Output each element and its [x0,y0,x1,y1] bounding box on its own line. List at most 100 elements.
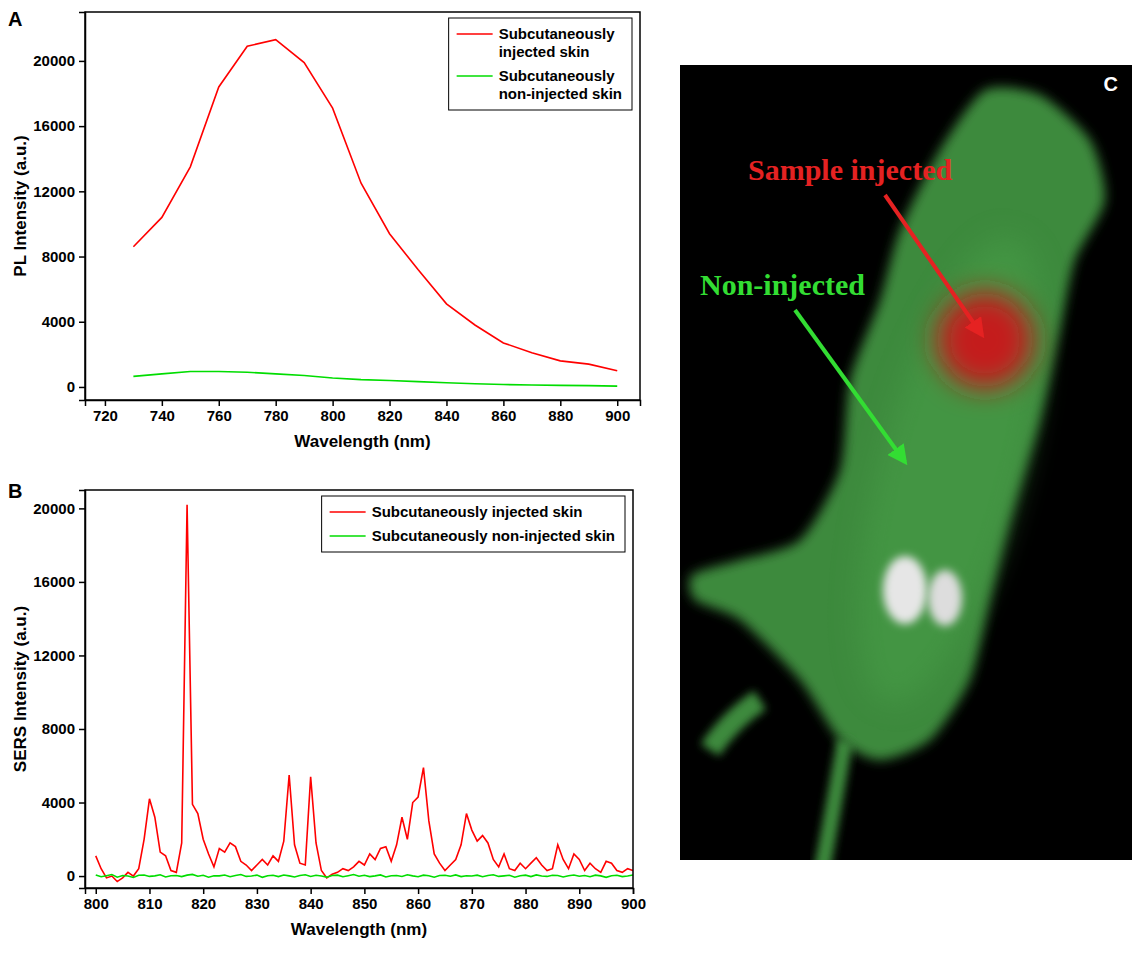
x-axis-line [86,889,634,895]
x-tick-label: 830 [245,895,270,912]
y-tick-mark [79,729,85,731]
figure: 7207407607808008208408608809000400080001… [0,0,1136,953]
x-tick-label: 720 [93,407,118,424]
mouse-body [689,87,1105,760]
x-tick: 850 [352,888,377,912]
x-tick: 810 [137,888,162,912]
panel-letter: C [1104,73,1118,95]
y-tick: 8000 [42,248,85,265]
x-tick-mark [275,400,277,406]
x-tick: 760 [207,400,232,424]
x-axis-title: Wavelength (nm) [291,920,427,939]
x-tick-mark [149,888,151,894]
x-tick-label: 800 [84,895,109,912]
panel-letter: B [8,480,22,502]
y-tick: 20000 [33,52,85,69]
legend-swatch [457,33,493,35]
y-tick-label: 0 [67,378,75,395]
y-tick-label: 16000 [33,573,75,590]
plot-frame [85,490,633,888]
y-tick-label: 16000 [33,117,75,134]
y-axis-line [79,13,86,401]
panel-0: 7207407607808008208408608809000400080001… [8,8,641,451]
y-tick-mark [79,802,85,804]
y-tick: 20000 [33,500,85,517]
image-panel: Sample injected Non-injected C [680,65,1132,870]
x-tick-label: 840 [299,895,324,912]
x-tick-mark [219,400,221,406]
y-axis: 040008000120001600020000 [33,491,85,889]
y-tick-label: 8000 [42,248,75,265]
bright-spot [883,556,927,624]
y-tick-mark [79,508,85,510]
x-tick: 840 [299,888,324,912]
y-tick: 16000 [33,117,85,134]
y-tick-mark [79,655,85,657]
x-tick: 900 [621,888,646,912]
y-tick: 12000 [33,183,85,200]
y-tick-mark [79,876,85,878]
y-tick-mark [79,256,85,258]
series-line [133,371,617,386]
injection-glow [937,292,1033,388]
annotation-label: Non-injected [700,268,865,301]
x-tick: 890 [567,888,592,912]
x-tick-mark [446,400,448,406]
x-tick-label: 890 [567,895,592,912]
y-axis-title: PL Intensity (a.u.) [11,135,30,276]
x-tick-mark [364,888,366,894]
plot-area [96,505,633,882]
x-tick-label: 780 [264,407,289,424]
x-tick-label: 760 [207,407,232,424]
x-tick-mark [503,400,505,406]
mouse-tail [822,740,845,860]
x-tick-label: 870 [460,895,485,912]
x-tick-label: 900 [605,407,630,424]
x-tick-label: 880 [548,407,573,424]
legend-swatch [330,535,366,537]
legend-box [322,496,625,552]
x-tick: 900 [605,400,630,424]
x-tick-mark [105,400,107,406]
x-tick-mark [162,400,164,406]
x-tick-mark [525,888,527,894]
y-tick: 0 [67,867,85,884]
x-tick: 860 [491,400,516,424]
y-tick-label: 4000 [42,313,75,330]
x-tick-mark [310,888,312,894]
legend-entry: Subcutaneouslynon-injected skin [457,67,622,102]
legend-label: Subcutaneously non-injected skin [372,527,615,544]
x-tick-mark [472,888,474,894]
x-tick-mark [617,400,619,406]
x-tick: 800 [321,400,346,424]
legend-entry: Subcutaneously non-injected skin [330,527,615,544]
y-tick: 16000 [33,573,85,590]
y-tick: 0 [67,378,85,395]
y-tick: 12000 [33,647,85,664]
x-tick-mark [418,888,420,894]
legend-swatch [330,511,366,513]
x-tick-mark [257,888,259,894]
x-tick-mark [560,400,562,406]
y-tick-mark [79,191,85,193]
x-tick: 880 [514,888,539,912]
y-tick: 4000 [42,313,85,330]
annotation-label: Sample injected [748,153,952,186]
x-tick: 780 [264,400,289,424]
y-axis-title: SERS Intensity (a.u.) [11,606,30,772]
x-tick-mark [95,888,97,894]
x-tick: 860 [406,888,431,912]
y-tick-mark [79,582,85,584]
y-axis: 0 4000 8000 12000 16000 20000 [33,13,85,401]
x-tick-label: 810 [137,895,162,912]
y-tick-label: 8000 [42,720,75,737]
x-tick: 880 [548,400,573,424]
panel-letter: A [8,8,22,30]
y-tick-mark [79,61,85,63]
x-tick: 800 [84,888,109,912]
x-axis: 720740760780800820840860880900 [86,400,641,424]
x-tick-label: 880 [514,895,539,912]
mouse-leg [710,700,760,750]
annotation-arrow [795,310,905,462]
legend: Subcutaneouslyinjected skinSubcutaneousl… [449,18,632,110]
